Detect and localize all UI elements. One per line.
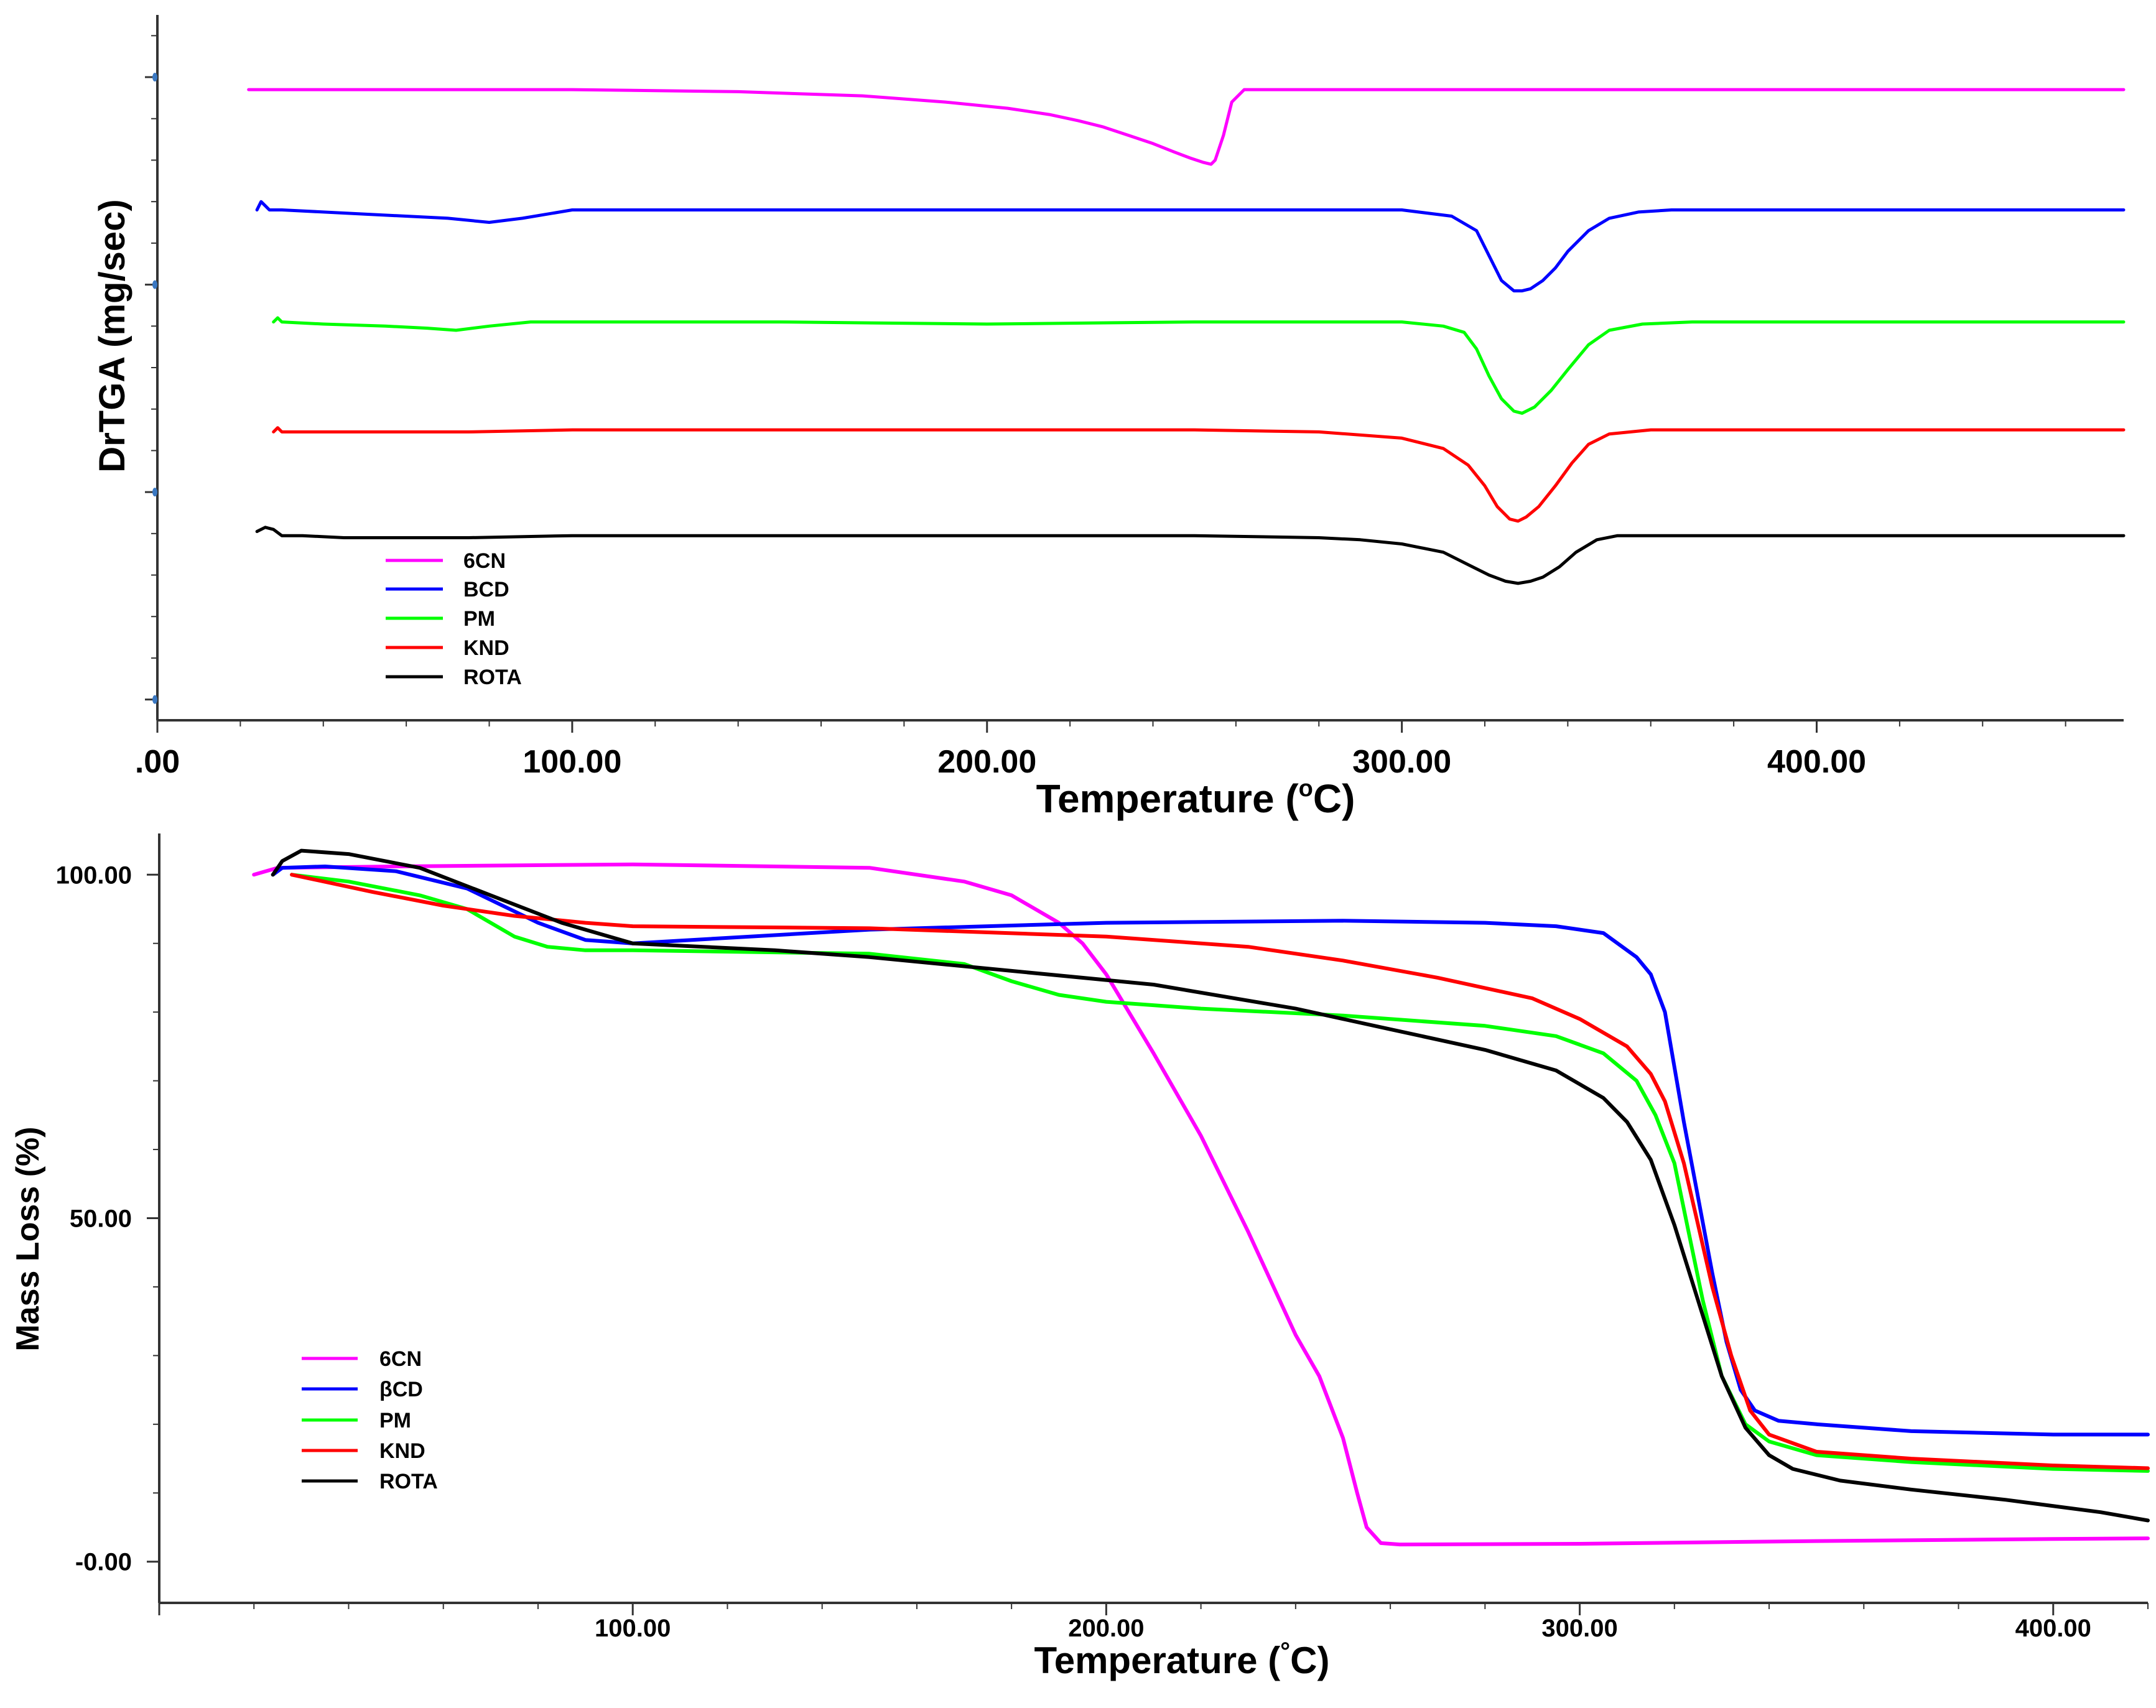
drtga-x-axis-title: Temperature (oC): [1036, 776, 1355, 821]
mass-loss-x-ticks: 100.00 200.00 300.00 400.00: [158, 1603, 2149, 1642]
drtga-series-line-bcd: [255, 200, 2126, 293]
drtga-legend-label-pm: PM: [463, 607, 495, 631]
drtga-y-axis-title: DrTGA (mg/sec): [92, 199, 132, 472]
drtga-legend-label-bcd: BCD: [463, 578, 509, 601]
mass-loss-x-tick-label: 200.00: [1068, 1615, 1144, 1642]
drtga-x-axis-title-main: Temperature (: [1036, 776, 1299, 821]
mass-loss-series-line-6cn: [252, 862, 2150, 1547]
drtga-legend-label-6cn: 6CN: [463, 549, 506, 573]
mass-loss-legend-label-pm: PM: [379, 1409, 411, 1432]
drtga-y-tick-marker: [152, 280, 157, 289]
drtga-y-ticks: [145, 35, 157, 704]
mass-loss-legend: 6CN βCD PM KND ROTA: [302, 1347, 438, 1493]
drtga-y-tick-marker: [152, 488, 157, 497]
drtga-series-line-6cn: [247, 88, 2126, 166]
drtga-series: [247, 88, 2126, 585]
drtga-x-tick-label: 400.00: [1767, 744, 1866, 780]
drtga-x-tick-label: 200.00: [937, 744, 1036, 780]
mass-loss-legend-label-6cn: 6CN: [379, 1347, 422, 1371]
drtga-x-tick-label: 100.00: [523, 744, 621, 780]
mass-loss-y-tick-label: -0.00: [75, 1549, 132, 1576]
drtga-panel: .00 100.00 200.00 300.00 400.00 DrTGA (mg/se…: [92, 15, 2126, 821]
drtga-series-line-knd: [272, 426, 2126, 523]
drtga-x-ticks: .00 100.00 200.00 300.00 400.00: [135, 720, 2066, 780]
drtga-legend-label-knd: KND: [463, 636, 509, 660]
drtga-x-tick-label: .00: [135, 744, 180, 780]
mass-loss-series-line-bcd: [271, 865, 2150, 1437]
drtga-legend-label-rota: ROTA: [463, 666, 522, 689]
drtga-legend: 6CN BCD PM KND ROTA: [386, 549, 522, 689]
mass-loss-axes: [158, 833, 2148, 1604]
mass-loss-series: [252, 848, 2150, 1547]
mass-loss-y-tick-label: 100.00: [56, 861, 132, 889]
drtga-x-tick-label: 300.00: [1352, 744, 1451, 780]
drtga-x-axis-title-degree: o: [1299, 776, 1313, 802]
drtga-series-line-rota: [255, 526, 2126, 585]
mass-loss-x-tick-label: 300.00: [1541, 1615, 1617, 1642]
drtga-series-line-pm: [272, 316, 2126, 415]
drtga-x-axis-title-tail: C): [1313, 776, 1355, 821]
mass-loss-series-line-pm: [290, 873, 2150, 1473]
mass-loss-legend-label-rota: ROTA: [379, 1470, 438, 1493]
mass-loss-y-ticks: 100.00 50.00 -0.00: [56, 861, 159, 1576]
mass-loss-x-tick-label: 100.00: [595, 1615, 671, 1642]
mass-loss-series-line-rota: [271, 848, 2150, 1523]
drtga-axes: [156, 15, 2124, 722]
mass-loss-x-tick-label: 400.00: [2015, 1615, 2091, 1642]
drtga-y-tick-marker: [152, 73, 157, 82]
mass-loss-series-line-knd: [290, 873, 2150, 1470]
mass-loss-panel: 100.00 50.00 -0.00 100.00 200.00 300.00 400.0…: [10, 833, 2150, 1681]
mass-loss-legend-label-knd: KND: [379, 1439, 425, 1463]
mass-loss-x-axis-title: Temperature (°C): [1034, 1638, 1330, 1681]
mass-loss-x-axis-title-degree: °: [1280, 1638, 1290, 1665]
mass-loss-y-tick-label: 50.00: [70, 1205, 132, 1233]
mass-loss-legend-label-bcd: βCD: [379, 1378, 423, 1401]
mass-loss-x-axis-title-tail: C): [1290, 1640, 1329, 1681]
drtga-y-tick-marker: [152, 695, 157, 704]
mass-loss-y-axis-title: Mass Loss (%): [10, 1126, 46, 1351]
mass-loss-x-axis-title-main: Temperature (: [1034, 1640, 1281, 1681]
